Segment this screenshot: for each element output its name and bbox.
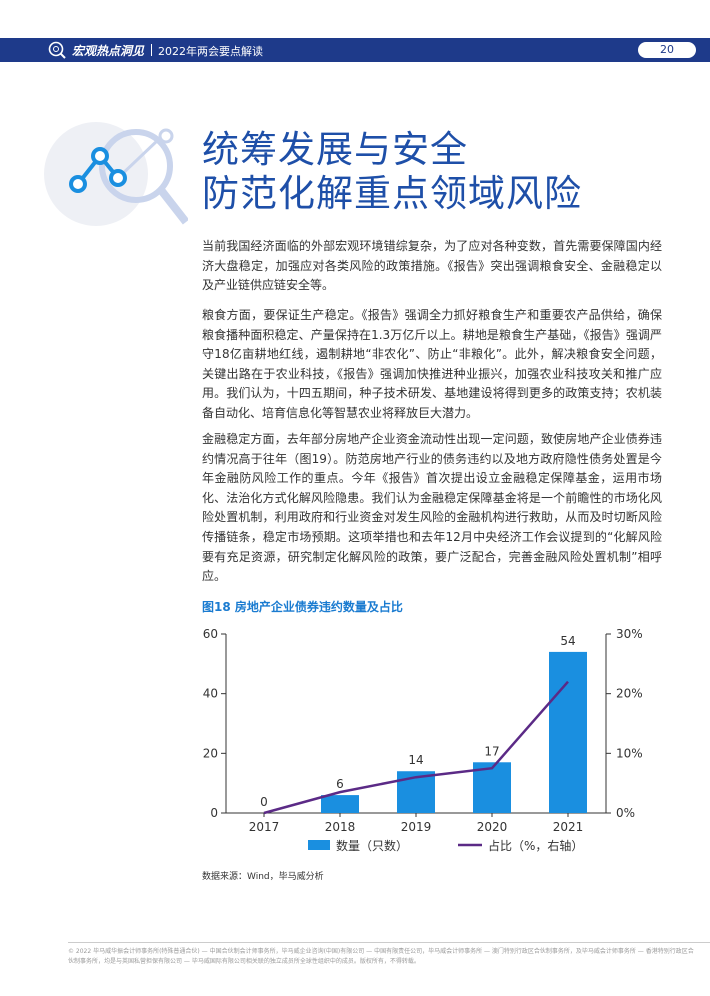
bar-data-label: 54 bbox=[560, 634, 575, 648]
y-right-tick-label: 30% bbox=[616, 627, 643, 641]
brand-name: 宏观热点洞见 bbox=[72, 44, 145, 58]
bar bbox=[321, 795, 359, 813]
network-nodes-icon bbox=[44, 122, 188, 226]
report-subtitle: 2022年两会要点解读 bbox=[158, 45, 263, 58]
x-tick-label: 2017 bbox=[249, 820, 280, 834]
legend-label-bar: 数量（只数） bbox=[336, 838, 408, 853]
y-left-tick-label: 60 bbox=[203, 627, 218, 641]
bar-data-label: 17 bbox=[484, 744, 499, 758]
page-number: 20 bbox=[638, 42, 696, 58]
bar-data-label: 6 bbox=[336, 777, 344, 791]
bar-data-label: 0 bbox=[260, 795, 268, 809]
x-tick-label: 2021 bbox=[553, 820, 584, 834]
bar-data-label: 14 bbox=[408, 753, 423, 767]
page-title: 统筹发展与安全 防范化解重点领域风险 bbox=[202, 128, 582, 216]
footer-divider bbox=[68, 942, 710, 943]
x-tick-label: 2018 bbox=[325, 820, 356, 834]
paragraph-intro: 当前我国经济面临的外部宏观环境错综复杂，为了应对各种变数，首先需要保障国内经济大… bbox=[202, 239, 662, 293]
legend-swatch-bar bbox=[308, 840, 330, 850]
legend-label-line: 占比（%，右轴） bbox=[488, 838, 583, 853]
title-line-1: 统筹发展与安全 bbox=[202, 128, 468, 171]
figure-caption: 图18 房地产企业债券违约数量及占比 bbox=[202, 600, 403, 614]
title-line-2: 防范化解重点领域风险 bbox=[202, 172, 582, 215]
header-divider bbox=[151, 44, 152, 56]
data-source: 数据来源：Wind，毕马威分析 bbox=[202, 872, 324, 882]
y-right-tick-label: 20% bbox=[616, 687, 643, 701]
x-tick-label: 2019 bbox=[401, 820, 432, 834]
header-bar: 宏观热点洞见 2022年两会要点解读 20 bbox=[0, 38, 710, 62]
y-left-tick-label: 20 bbox=[203, 746, 218, 760]
paragraph-food: 粮食方面，要保证生产稳定。《报告》强调全力抓好粮食生产和重要农产品供给，确保粮食… bbox=[202, 308, 662, 420]
y-left-tick-label: 0 bbox=[210, 806, 218, 820]
y-right-tick-label: 0% bbox=[616, 806, 635, 820]
magnifier-logo-icon bbox=[48, 41, 66, 59]
copyright-footer: © 2022 毕马威华振会计师事务所(特殊普通合伙) — 中国合伙制会计师事务所… bbox=[68, 948, 694, 965]
x-tick-label: 2020 bbox=[477, 820, 508, 834]
paragraph-finance: 金融稳定方面，去年部分房地产企业资金流动性出现一定问题，致使房地产企业债券违约情… bbox=[202, 432, 662, 584]
bar bbox=[549, 651, 587, 813]
y-left-tick-label: 40 bbox=[203, 687, 218, 701]
bond-default-chart: 0 20 40 60 0% 10% 20% 30% 0 2017 6 2018 14 2019 17 2020… bbox=[203, 627, 643, 853]
share-line bbox=[263, 680, 569, 815]
y-right-tick-label: 10% bbox=[616, 746, 643, 760]
